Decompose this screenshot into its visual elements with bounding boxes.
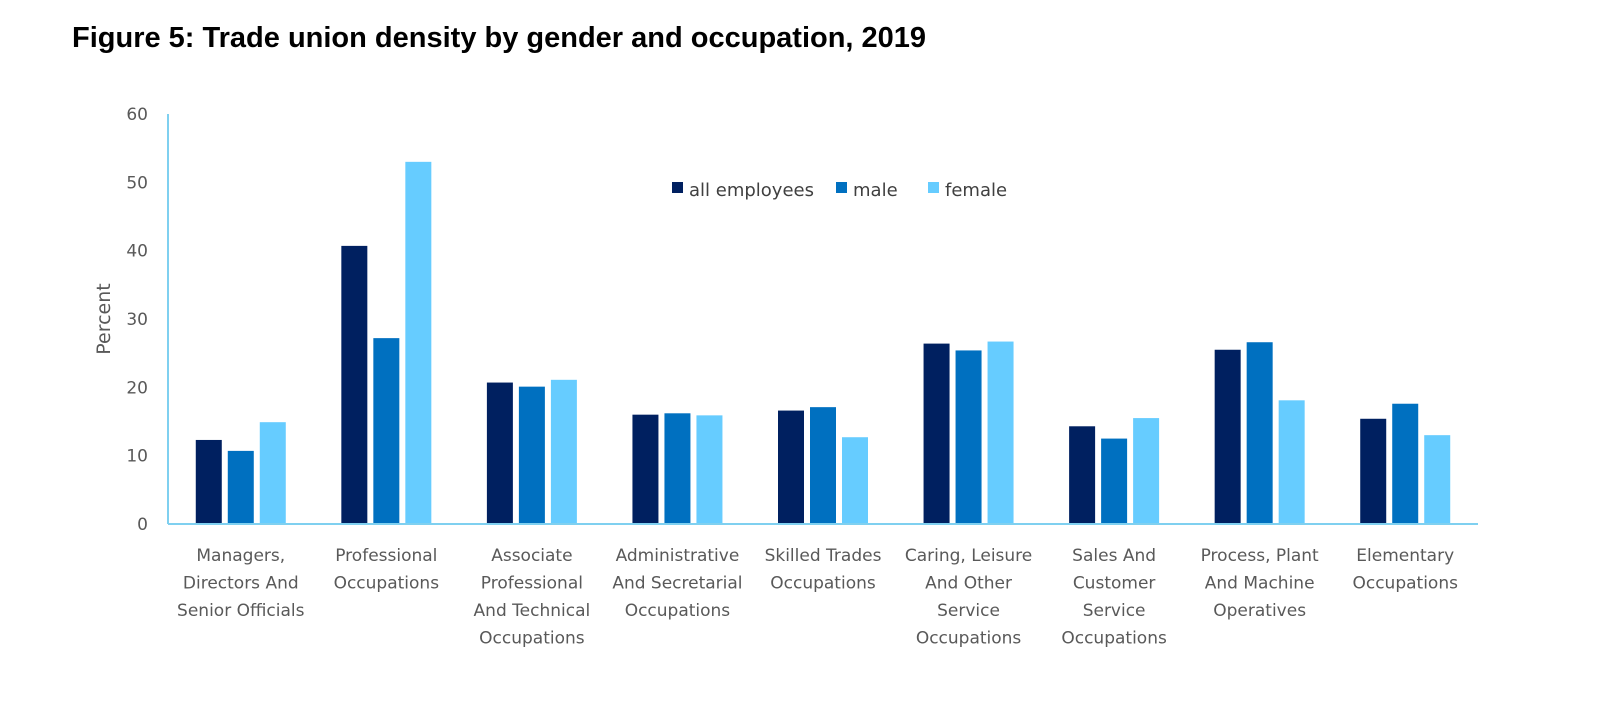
bar-male <box>664 413 691 524</box>
bar-all-employees <box>1069 426 1096 524</box>
bar-female <box>1133 418 1160 524</box>
bar-all-employees <box>778 410 804 524</box>
y-tick-label: 50 <box>126 173 148 193</box>
legend-label: female <box>945 180 1007 201</box>
bar-all-employees <box>1214 349 1241 524</box>
x-tick-label: Skilled Trades Occupations <box>765 546 882 594</box>
bar-male <box>227 450 254 524</box>
y-tick-label: 40 <box>126 242 148 262</box>
x-tick-label: Associate Professional And Technical Occupa… <box>474 546 591 649</box>
bar-male <box>518 386 545 524</box>
y-tick-label: 0 <box>137 515 148 535</box>
bar-all-employees <box>195 439 222 524</box>
bar-female <box>987 341 1014 524</box>
x-tick-label: Caring, Leisure And Other Service Occupatio… <box>905 546 1032 649</box>
x-tick-label: Process, Plant And Machine Operatives <box>1201 546 1319 621</box>
bar-male <box>373 338 400 524</box>
bar-female <box>696 415 723 524</box>
x-tick-label: Professional Occupations <box>334 546 440 594</box>
bar-all-employees <box>1360 418 1387 524</box>
bar-all-employees <box>341 245 368 524</box>
x-tick-label: Sales And Customer Service Occupations <box>1061 546 1167 649</box>
x-tick-label: Administrative And Secretarial Occupations <box>612 546 742 621</box>
bar-male <box>1392 403 1419 524</box>
legend-label: all employees <box>689 180 814 201</box>
bar-female <box>1424 435 1451 524</box>
bar-female <box>1278 400 1305 524</box>
bar-male <box>1101 438 1128 524</box>
chart-title: Figure 5: Trade union density by gender … <box>72 22 927 54</box>
legend-swatch <box>836 182 847 193</box>
bar-female <box>550 379 577 524</box>
y-tick-label: 20 <box>126 378 148 398</box>
bar-female <box>842 437 868 524</box>
legend-swatch <box>928 182 939 193</box>
bar-male <box>810 407 836 524</box>
bar-female <box>405 161 432 525</box>
y-axis-label: Percent <box>93 283 115 355</box>
legend-label: male <box>853 180 898 201</box>
bar-all-employees <box>923 343 950 524</box>
bar-female <box>259 422 286 524</box>
bar-all-employees <box>632 414 659 524</box>
y-tick-label: 30 <box>126 310 148 330</box>
x-tick-label: Managers, Directors And Senior Officials <box>177 546 305 621</box>
bar-male <box>1246 342 1273 524</box>
y-tick-label: 10 <box>126 447 148 467</box>
y-tick-label: 60 <box>126 105 148 125</box>
bar-all-employees <box>486 382 513 524</box>
legend-swatch <box>672 182 683 193</box>
bar-male <box>955 350 982 524</box>
x-tick-label: Elementary Occupations <box>1352 546 1458 594</box>
